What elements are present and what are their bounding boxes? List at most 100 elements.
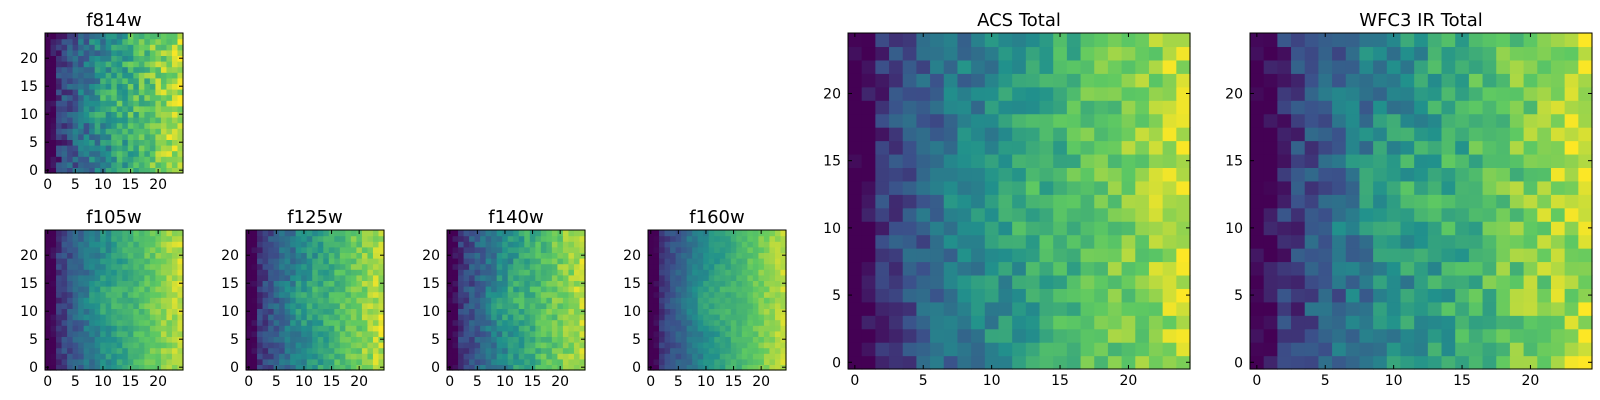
heatmap-cell [524,246,531,253]
heatmap-cell [496,274,503,281]
heatmap-cell [144,269,151,276]
y-tick-label: 5 [29,332,38,348]
heatmap-cell [659,364,666,371]
heatmap-cell [323,291,330,298]
heatmap-cell [861,73,876,88]
heatmap-cell [741,330,748,337]
heatmap-cell [67,319,74,326]
heatmap-cell [372,347,380,354]
heatmap-cell [714,258,721,265]
heatmap-cell [83,145,90,152]
heatmap-cell [177,347,184,354]
heatmap-cell [930,248,945,263]
heatmap-cell [317,325,324,332]
heatmap-cell [496,280,503,287]
heatmap-cell [551,302,558,309]
heatmap-cell [166,105,173,112]
heatmap-cell [61,33,68,40]
heatmap-cell [1277,167,1292,182]
heatmap-cell [295,252,302,259]
heatmap-cell [301,353,308,360]
heatmap-cell [518,246,525,253]
heatmap-cell [105,167,112,174]
heatmap-cell [774,342,782,349]
heatmap-cell [105,94,112,101]
heatmap-cell [714,252,721,259]
heatmap-cell [452,364,459,371]
heatmap-cell [741,308,748,315]
heatmap-cell [1414,194,1429,209]
heatmap-cell [339,297,346,304]
heatmap-cell [61,319,68,326]
heatmap-cell [1523,315,1538,330]
heatmap-cell [262,241,269,248]
y-tick-label: 15 [20,276,38,292]
heatmap-cell [1414,261,1429,276]
heatmap-cell [127,353,134,360]
heatmap-cell [513,353,520,360]
heatmap-cell [1277,194,1292,209]
heatmap-cell [1291,100,1306,115]
heatmap-cell [279,230,286,237]
heatmap-cell [83,72,90,79]
heatmap-cell [875,113,890,128]
heatmap-cell [155,72,162,79]
y-tick-label: 0 [230,360,239,376]
heatmap-cell [736,358,743,365]
heatmap-cell [491,274,498,281]
heatmap-cell [166,358,173,365]
heatmap-cell [1359,234,1374,249]
heatmap-cell [1263,167,1278,182]
heatmap-cell [1414,100,1429,115]
heatmap-cell [535,353,542,360]
heatmap-cell [664,347,671,354]
heatmap-cell [697,308,704,315]
heatmap-cell [1441,221,1456,236]
heatmap-cell [780,302,787,309]
heatmap-cell [138,280,145,287]
heatmap-cell [160,252,168,259]
heatmap-cell [328,308,335,315]
heatmap-cell [1053,127,1068,142]
heatmap-cell [78,61,85,68]
heatmap-cell [714,263,721,270]
heatmap-cell [1332,315,1347,330]
heatmap-cell [160,44,168,51]
heatmap-cell [957,59,972,74]
heatmap-cell [774,252,782,259]
heatmap-cell [328,336,335,343]
heatmap-cell [127,139,134,146]
heatmap-cell [535,302,542,309]
heatmap-cell [1318,73,1333,88]
heatmap-cell [111,44,118,51]
heatmap-cell [116,111,123,118]
heatmap-cell [1162,33,1177,48]
heatmap-cell [659,291,666,298]
heatmap-cell [551,286,558,293]
heatmap-cell [155,274,162,281]
heatmap-cell [83,302,90,309]
heatmap-cell [144,252,151,259]
heatmap-cell [67,55,74,62]
heatmap-cell [452,358,459,365]
heatmap-cell [971,328,986,343]
heatmap-cell [540,358,547,365]
heatmap-cell [463,364,470,371]
heatmap-cell [529,286,536,293]
heatmap-cell [1094,180,1109,195]
heatmap-cell [1482,288,1497,303]
heatmap-cell [551,364,558,371]
heatmap-cell [1053,153,1068,168]
heatmap-cell [138,167,145,174]
heatmap-cell [736,325,743,332]
heatmap-cell [323,280,330,287]
heatmap-cell [902,46,917,61]
y-tick-label: 5 [632,332,641,348]
heatmap-cell [61,139,68,146]
heatmap-cell [345,269,352,276]
heatmap-cell [469,252,476,259]
heatmap-cell [122,111,129,118]
heatmap-cell [474,308,481,315]
heatmap-cell [67,342,74,349]
